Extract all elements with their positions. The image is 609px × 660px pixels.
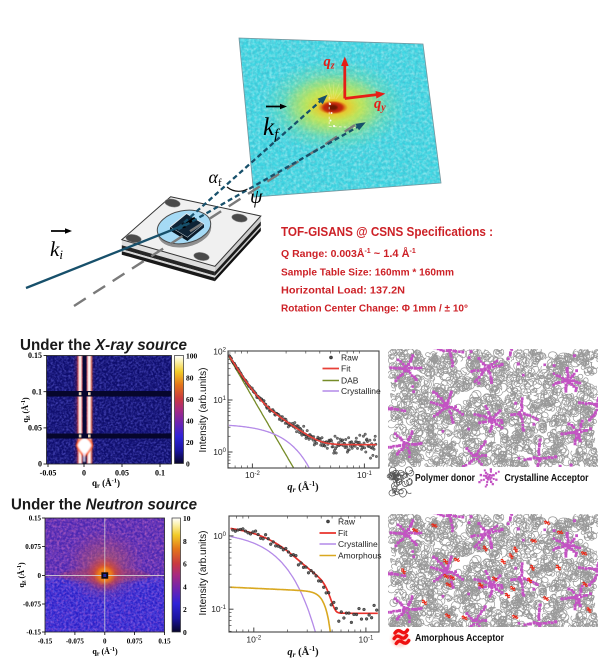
svg-text:Raw: Raw xyxy=(341,353,359,363)
svg-text:4: 4 xyxy=(183,582,187,591)
svg-text:Crystalline: Crystalline xyxy=(338,539,378,549)
svg-text:10-1: 10-1 xyxy=(211,604,226,614)
svg-text:0.15: 0.15 xyxy=(29,515,42,523)
svg-text:qr (Å-1): qr (Å-1) xyxy=(287,480,319,494)
svg-text:0: 0 xyxy=(82,469,86,478)
svg-text:Horizontal Load: 137.2N: Horizontal Load: 137.2N xyxy=(281,285,405,297)
svg-text:0.05: 0.05 xyxy=(115,469,129,478)
svg-text:6: 6 xyxy=(183,560,187,569)
svg-text:102: 102 xyxy=(213,347,226,357)
svg-text:100: 100 xyxy=(213,447,226,457)
svg-text:Under the Neutron source: Under the Neutron source xyxy=(11,497,197,514)
svg-text:Polymer donor: Polymer donor xyxy=(415,473,475,484)
svg-text:Fit: Fit xyxy=(341,364,351,374)
svg-text:Q Range: 0.003Å-1 ~ 1.4 Å-1: Q Range: 0.003Å-1 ~ 1.4 Å-1 xyxy=(281,247,416,260)
svg-text:ψ: ψ xyxy=(250,186,263,208)
svg-text:Intensity (arb.units): Intensity (arb.units) xyxy=(198,530,209,615)
svg-text:10-2: 10-2 xyxy=(245,470,260,480)
svg-text:Crystalline Acceptor: Crystalline Acceptor xyxy=(505,473,589,484)
svg-text:0.05: 0.05 xyxy=(28,424,42,433)
svg-text:Intensity (arb.units): Intensity (arb.units) xyxy=(198,367,209,452)
svg-text:Sample Table Size: 160mm * 160: Sample Table Size: 160mm * 160mm xyxy=(281,267,454,279)
svg-text:0.15: 0.15 xyxy=(28,351,42,360)
svg-text:Amorphous: Amorphous xyxy=(338,551,381,561)
svg-text:80: 80 xyxy=(186,373,194,382)
svg-text:Rotation Center Change: Φ 1mm: Rotation Center Change: Φ 1mm / ± 10° xyxy=(281,303,468,315)
svg-text:10-2: 10-2 xyxy=(246,635,261,645)
svg-text:Fit: Fit xyxy=(338,528,348,538)
svg-text:Under the X-ray source: Under the X-ray source xyxy=(20,337,187,354)
svg-text:101: 101 xyxy=(213,395,226,405)
svg-text:-0.075: -0.075 xyxy=(23,601,42,609)
svg-text:DAB: DAB xyxy=(341,376,359,386)
svg-text:0: 0 xyxy=(38,460,42,469)
svg-text:ki: ki xyxy=(50,237,63,262)
svg-text:Raw: Raw xyxy=(338,517,356,527)
svg-text:100: 100 xyxy=(213,531,226,541)
svg-text:0: 0 xyxy=(103,638,107,646)
svg-text:qz (Å-1): qz (Å-1) xyxy=(21,397,32,423)
svg-text:10-1: 10-1 xyxy=(357,470,372,480)
svg-text:2: 2 xyxy=(183,605,187,614)
svg-text:10: 10 xyxy=(183,514,191,523)
svg-text:0: 0 xyxy=(38,572,42,580)
svg-text:qz: qz xyxy=(324,54,335,72)
svg-text:0.075: 0.075 xyxy=(127,638,143,646)
svg-text:0: 0 xyxy=(186,460,190,469)
svg-text:Crystalline: Crystalline xyxy=(341,386,381,396)
svg-text:60: 60 xyxy=(186,395,194,404)
svg-text:0.15: 0.15 xyxy=(158,638,171,646)
svg-text:0.075: 0.075 xyxy=(25,543,41,551)
svg-text:-0.075: -0.075 xyxy=(66,638,85,646)
svg-text:qr (Å-1): qr (Å-1) xyxy=(92,647,118,658)
svg-text:αf: αf xyxy=(209,167,222,189)
svg-text:8: 8 xyxy=(183,537,187,546)
svg-text:0.1: 0.1 xyxy=(32,387,42,396)
svg-text:Amorphous Acceptor: Amorphous Acceptor xyxy=(415,632,504,644)
svg-text:-0.05: -0.05 xyxy=(40,469,57,478)
svg-text:TOF-GISANS @ CSNS Specificatio: TOF-GISANS @ CSNS Specifications : xyxy=(281,224,493,239)
svg-text:40: 40 xyxy=(186,417,194,426)
svg-text:0: 0 xyxy=(183,628,187,637)
svg-text:qr (Å-1): qr (Å-1) xyxy=(287,645,319,659)
svg-text:qr (Å-1): qr (Å-1) xyxy=(92,478,120,490)
svg-text:20: 20 xyxy=(186,438,194,447)
svg-text:10-1: 10-1 xyxy=(358,635,373,645)
svg-text:0.1: 0.1 xyxy=(155,469,165,478)
svg-text:100: 100 xyxy=(186,352,198,361)
svg-text:qz (Å-1): qz (Å-1) xyxy=(17,562,28,588)
svg-text:-0.15: -0.15 xyxy=(26,629,41,637)
svg-text:-0.15: -0.15 xyxy=(38,638,53,646)
